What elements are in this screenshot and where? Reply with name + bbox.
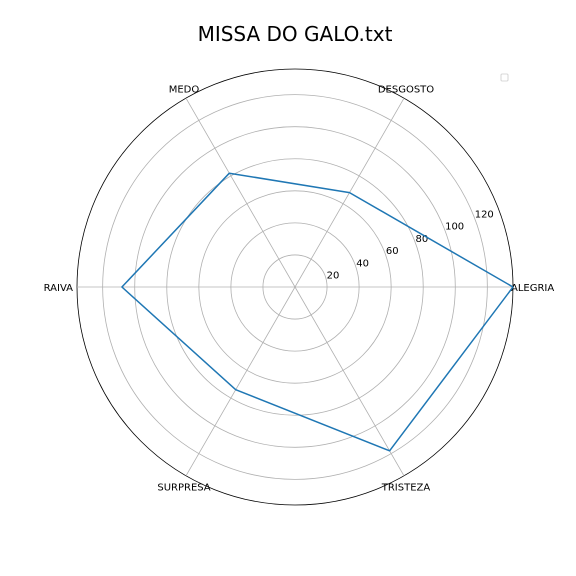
legend-box (500, 73, 509, 82)
radial-tick-label: 120 (475, 209, 494, 220)
grid-spoke (185, 98, 296, 288)
radial-tick-label: 100 (445, 222, 464, 233)
chart-title: MISSA DO GALO.txt (198, 22, 393, 46)
radial-tick-label: 20 (327, 271, 340, 282)
data-series (121, 172, 514, 452)
grid-spoke (185, 286, 296, 476)
category-label: RAIVA (44, 283, 74, 294)
category-label: TRISTEZA (381, 482, 431, 493)
category-label: SURPRESA (157, 482, 210, 493)
radial-tick-label: 80 (415, 234, 428, 245)
radial-tick-labels: 20 40 60 80 100 120 (327, 209, 494, 281)
grid-spoke (294, 286, 405, 476)
category-label: ALEGRIA (511, 283, 554, 294)
radial-tick-label: 60 (386, 246, 399, 257)
radar-spokes (77, 98, 513, 476)
category-label: DESGOSTO (378, 85, 434, 96)
category-label: MEDO (169, 85, 200, 96)
series-line (121, 172, 514, 452)
radial-tick-label: 40 (356, 258, 369, 269)
category-labels: ALEGRIA DESGOSTO MEDO RAIVA SURPRESA TRISTEZA (44, 85, 555, 494)
